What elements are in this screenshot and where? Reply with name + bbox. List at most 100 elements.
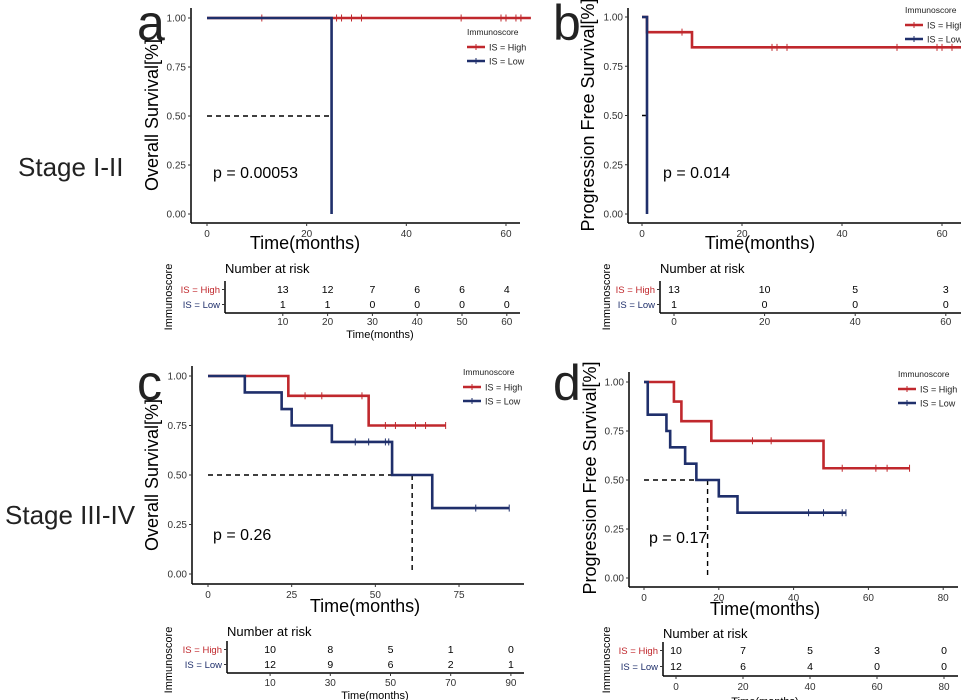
p-value: p = 0.014: [663, 165, 730, 182]
legend-entry: IS = High: [920, 385, 957, 395]
risk-table-x-title: Time(months): [341, 690, 408, 700]
risk-x-tick-label: 80: [938, 682, 950, 693]
risk-row-label-high: IS = High: [181, 285, 220, 296]
risk-count: 12: [322, 284, 334, 296]
x-tick-label: 20: [301, 229, 313, 240]
panel-label: b: [553, 0, 581, 51]
risk-row-label-high: IS = High: [183, 645, 222, 656]
risk-row-label-low: IS = Low: [185, 660, 222, 671]
y-tick-label: 1.00: [605, 378, 625, 389]
legend-entry: IS = High: [485, 383, 522, 393]
y-axis-title: Overall Survival[%]: [142, 399, 162, 551]
risk-count: 13: [668, 284, 680, 296]
risk-count: 1: [325, 299, 331, 311]
x-axis-title: Time(months): [705, 233, 815, 253]
risk-count: 0: [459, 299, 465, 311]
km-curve-low: [207, 16, 333, 214]
legend-title: Immunoscore: [905, 5, 957, 15]
x-axis-title: Time(months): [710, 599, 820, 619]
risk-count: 0: [508, 644, 514, 656]
y-tick-label: 0.25: [167, 161, 187, 172]
panel-label: d: [553, 355, 581, 411]
risk-count: 1: [280, 299, 286, 311]
x-tick-label: 0: [205, 590, 211, 601]
risk-x-tick-label: 70: [445, 678, 457, 689]
risk-row-label-high: IS = High: [616, 285, 655, 296]
y-tick-label: 0.75: [167, 63, 187, 74]
risk-count: 5: [807, 645, 813, 657]
risk-count: 3: [874, 645, 880, 657]
risk-count: 1: [508, 659, 514, 671]
y-axis-title: Progression Free Survival[%]: [580, 361, 600, 594]
y-tick-label: 0.25: [605, 525, 625, 536]
risk-x-tick-label: 50: [385, 678, 397, 689]
risk-x-tick-label: 0: [671, 317, 677, 328]
y-tick-label: 0.50: [604, 111, 624, 122]
km-curve-low: [208, 374, 510, 510]
x-tick-label: 0: [204, 229, 210, 240]
risk-count: 2: [448, 659, 454, 671]
risk-table-group-title: Immunoscore: [163, 627, 175, 694]
x-axis-title: Time(months): [250, 233, 360, 253]
legend-entry: IS = Low: [927, 35, 961, 45]
legend-title: Immunoscore: [467, 27, 519, 37]
risk-count: 5: [852, 284, 858, 296]
risk-row-label-low: IS = Low: [183, 300, 220, 311]
x-tick-label: 60: [500, 229, 512, 240]
km-curve-high: [644, 380, 910, 470]
y-axis-title: Overall Survival[%]: [142, 39, 162, 191]
legend-title: Immunoscore: [463, 367, 515, 377]
y-tick-label: 1.00: [604, 13, 624, 24]
risk-count: 8: [327, 644, 333, 656]
x-tick-label: 50: [370, 590, 382, 601]
y-tick-label: 0.25: [604, 160, 624, 171]
y-tick-label: 0.50: [605, 476, 625, 487]
risk-count: 1: [671, 299, 677, 311]
y-tick-label: 0.75: [604, 62, 624, 73]
y-tick-label: 1.00: [168, 372, 188, 383]
km-curve-high: [642, 15, 961, 49]
km-curve-high: [208, 374, 446, 427]
p-value: p = 0.17: [649, 530, 707, 547]
risk-count: 6: [740, 661, 746, 673]
p-value: p = 0.26: [213, 527, 271, 544]
risk-table-title: Number at risk: [660, 261, 745, 276]
risk-table-title: Number at risk: [227, 624, 312, 639]
risk-x-tick-label: 50: [456, 317, 468, 328]
x-tick-label: 25: [286, 590, 298, 601]
risk-x-tick-label: 90: [505, 678, 517, 689]
risk-table-title: Number at risk: [663, 626, 748, 641]
y-tick-label: 0.00: [168, 570, 188, 581]
risk-x-tick-label: 20: [322, 317, 334, 328]
y-tick-label: 0.00: [167, 210, 187, 221]
legend-entry: IS = Low: [920, 399, 956, 409]
legend-entry: IS = High: [489, 43, 526, 53]
panel-label: c: [137, 355, 162, 411]
risk-x-tick-label: 30: [367, 317, 379, 328]
risk-count: 5: [388, 644, 394, 656]
risk-table-group-title: Immunoscore: [601, 264, 613, 331]
risk-x-tick-label: 60: [501, 317, 513, 328]
y-tick-label: 0.50: [167, 112, 187, 123]
x-tick-label: 0: [639, 229, 645, 240]
risk-count: 10: [759, 284, 771, 296]
x-tick-label: 60: [936, 229, 948, 240]
y-tick-label: 0.00: [605, 574, 625, 585]
risk-count: 0: [874, 661, 880, 673]
risk-x-tick-label: 20: [759, 317, 771, 328]
risk-count: 6: [388, 659, 394, 671]
km-curve-low: [642, 15, 649, 214]
risk-x-tick-label: 20: [737, 682, 749, 693]
risk-x-tick-label: 10: [277, 317, 289, 328]
x-axis-title: Time(months): [310, 596, 420, 616]
risk-row-label-low: IS = Low: [621, 662, 658, 673]
risk-count: 0: [414, 299, 420, 311]
risk-table-title: Number at risk: [225, 261, 310, 276]
risk-count: 0: [762, 299, 768, 311]
x-tick-label: 40: [836, 229, 848, 240]
risk-count: 10: [670, 645, 682, 657]
risk-table-group-title: Immunoscore: [601, 627, 613, 694]
risk-count: 7: [740, 645, 746, 657]
x-tick-label: 40: [788, 593, 800, 604]
